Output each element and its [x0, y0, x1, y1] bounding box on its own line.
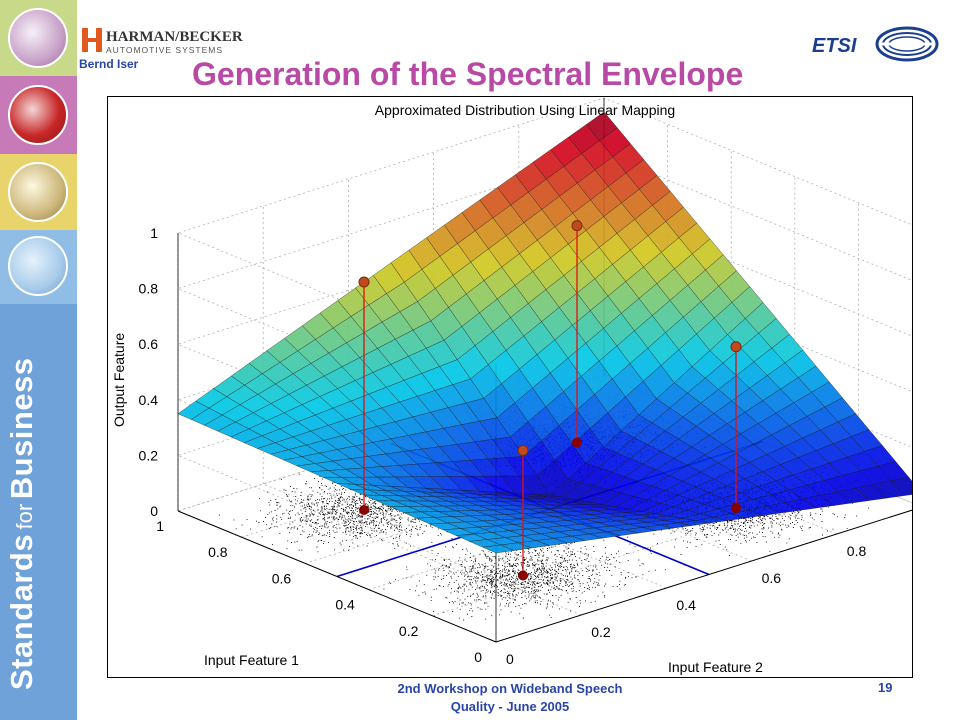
x-tick-label: 0.8 — [208, 544, 228, 560]
author-name: Bernd Iser — [79, 57, 139, 71]
y-tick-label: 0.6 — [762, 570, 782, 586]
x-tick-label: 0.6 — [272, 570, 292, 586]
strip-block-4 — [0, 230, 77, 304]
chart-frame: 00.20.40.60.8100.20.40.60.8100.20.40.60.… — [107, 96, 913, 678]
strip-block-1 — [0, 0, 77, 76]
x-tick-label: 0.2 — [399, 623, 419, 639]
tick-labels: 00.20.40.60.8100.20.40.60.8100.20.40.60.… — [139, 225, 912, 667]
z-tick-label: 0.8 — [139, 281, 159, 297]
y-axis-label: Input Feature 2 — [668, 659, 763, 675]
y-axis-line — [495, 509, 912, 643]
strip-block-3 — [0, 154, 77, 230]
cluster-base-marker — [731, 503, 741, 513]
left-strip: Standards for Business — [0, 0, 77, 720]
cluster-top-marker — [571, 220, 583, 232]
x-tick-label: 0 — [474, 649, 482, 665]
globe-icon-2 — [8, 85, 68, 145]
etsi-logo: ETSI — [812, 26, 939, 62]
cluster-top-marker — [517, 444, 529, 456]
footer-line-1: 2nd Workshop on Wideband Speech — [397, 681, 623, 696]
globe-icon-3 — [8, 162, 68, 222]
slide-title: Generation of the Spectral Envelope — [192, 56, 744, 92]
z-tick-label: 0 — [150, 503, 158, 519]
x-axis-line — [177, 510, 497, 643]
etsi-text: ETSI — [812, 35, 857, 57]
grid-line — [176, 97, 912, 365]
surface-patch — [482, 544, 515, 554]
grid-line — [176, 319, 912, 587]
x-tick-label: 0.4 — [335, 597, 355, 613]
cluster-base-marker — [518, 570, 528, 581]
globe-icon-4 — [8, 236, 68, 296]
z-tick-label: 0.2 — [139, 447, 159, 463]
z-tick-label: 0.6 — [139, 336, 159, 352]
footer-line-2: Quality - June 2005 — [450, 699, 570, 714]
y-tick-label: 0 — [506, 651, 514, 667]
cluster-top-marker — [358, 276, 370, 288]
cluster-markers — [358, 220, 742, 581]
cluster-top-marker — [730, 341, 742, 353]
y-tick-label: 0.8 — [847, 543, 867, 559]
page-number: 19 — [878, 680, 893, 695]
chart-title: Approximated Distribution Using Linear M… — [375, 102, 675, 118]
logo-left-text: HARMAN/BECKER — [106, 29, 243, 45]
surface — [177, 111, 912, 554]
logo-left-subtext: AUTOMOTIVE SYSTEMS — [106, 45, 223, 55]
globe-icon-1 — [8, 8, 68, 68]
x-axis-label: Input Feature 1 — [204, 652, 299, 668]
strip-block-2 — [0, 76, 77, 154]
y-tick-label: 0.4 — [676, 597, 696, 613]
z-tick-label: 0.4 — [139, 392, 159, 408]
footer-text: 2nd Workshop on Wideband Speech Quality … — [340, 680, 680, 716]
cluster-base-marker — [359, 505, 369, 515]
cluster-base-marker — [572, 437, 582, 448]
surface-chart: 00.20.40.60.8100.20.40.60.8100.20.40.60.… — [111, 97, 912, 675]
strip-block-5 — [0, 304, 77, 720]
harman-becker-logo: HARMAN/BECKER AUTOMOTIVE SYSTEMS — [82, 28, 243, 55]
x-tick-label: 1 — [156, 518, 164, 534]
z-tick-label: 1 — [150, 225, 158, 241]
z-axis-label: Output Feature — [111, 333, 127, 427]
y-tick-label: 0.2 — [591, 624, 611, 640]
tagline: Standards for Business — [4, 357, 39, 690]
